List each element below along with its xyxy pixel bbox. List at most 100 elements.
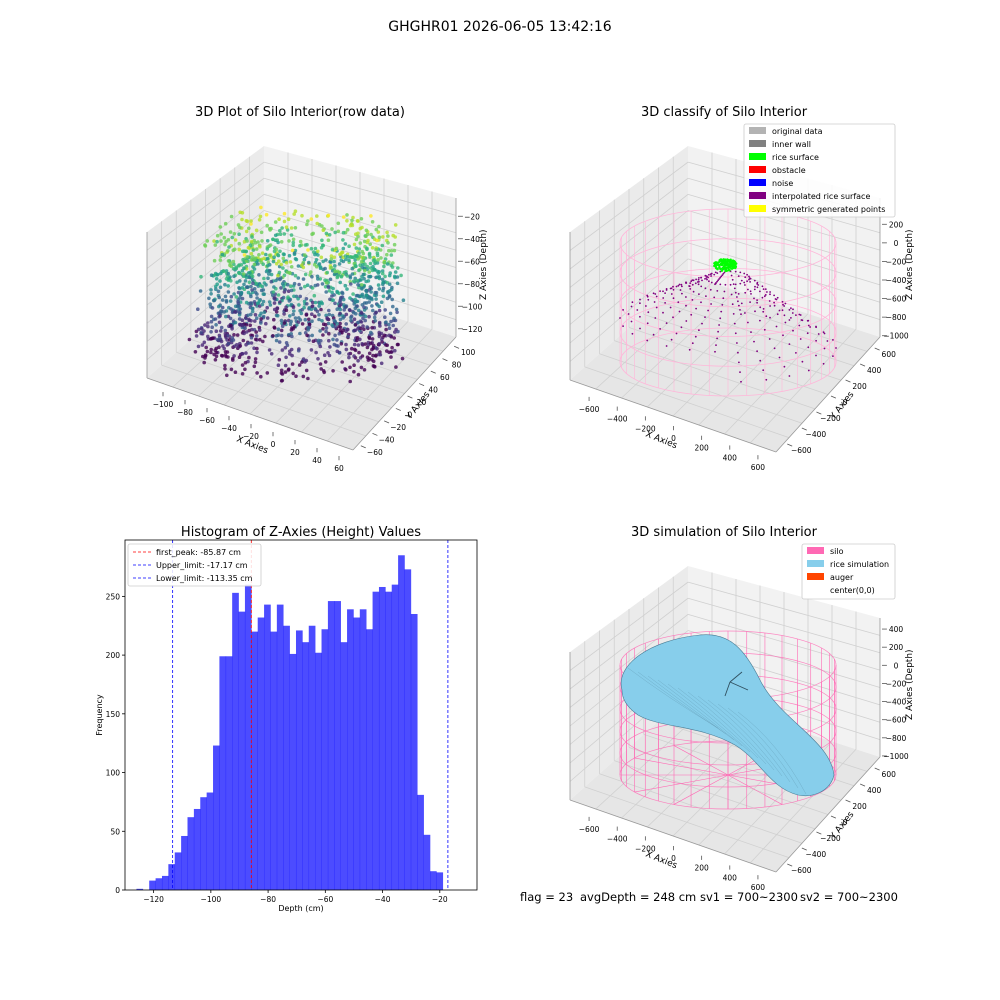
raw-scatter-point (297, 282, 301, 287)
raw-scatter-point (380, 269, 385, 273)
raw-scatter-point (267, 253, 272, 258)
raw-scatter-point (355, 254, 359, 259)
raw-scatter-point (354, 293, 359, 298)
raw-scatter-point (401, 298, 406, 303)
classify-interpolated-point (704, 316, 706, 318)
raw-scatter-point (305, 302, 309, 306)
raw-scatter-point (357, 350, 361, 355)
raw-scatter-point (389, 249, 394, 253)
raw-scatter-point (293, 273, 298, 278)
classify-interpolated-point (739, 309, 741, 311)
raw-scatter-point (310, 300, 315, 305)
raw-scatter-point (339, 274, 344, 279)
raw-scatter-point (238, 279, 242, 283)
raw-scatter-point (341, 316, 345, 320)
raw-scatter-point (304, 358, 309, 363)
raw-scatter-point (196, 307, 200, 312)
classify-interpolated-point (753, 279, 756, 282)
raw-scatter-point (318, 277, 323, 281)
classify-plot-z-tick-label: −200 (886, 257, 907, 266)
raw-scatter-point (347, 355, 351, 360)
simulation-rice-surface-mesh (620, 634, 835, 796)
histogram-bar (149, 880, 156, 890)
simulation-legend-label: auger (830, 573, 854, 582)
classify-interpolated-point (781, 300, 784, 303)
classify-interpolated-point (734, 270, 737, 273)
raw-scatter-point (276, 293, 281, 297)
raw-scatter-point (329, 265, 334, 270)
raw-scatter-point (330, 227, 334, 231)
raw-scatter-point (400, 356, 405, 361)
histogram-x-tick-label: −60 (317, 895, 333, 904)
classify-interpolated-point (715, 282, 717, 284)
raw-scatter-point (347, 258, 351, 263)
classify-interpolated-point (778, 309, 781, 312)
raw-scatter-point (229, 294, 234, 299)
raw-scatter-point (262, 310, 267, 315)
raw-scatter-point (286, 368, 291, 372)
classify-interpolated-point (697, 283, 700, 286)
raw-scatter-point (374, 310, 378, 315)
raw-scatter-point (302, 305, 306, 310)
classify-interpolated-point (744, 291, 747, 294)
classify-interpolated-point (823, 347, 826, 350)
raw-scatter-point (274, 247, 279, 252)
raw-plot-z-label: Z Axies (Depth) (479, 229, 489, 300)
raw-scatter-point (205, 349, 210, 354)
raw-scatter-point (333, 269, 338, 274)
raw-scatter-point (291, 312, 296, 317)
raw-scatter-point (332, 342, 337, 347)
histogram-bar (206, 792, 214, 890)
raw-scatter-point (375, 251, 380, 255)
raw-scatter-point (223, 350, 228, 354)
raw-scatter-point (283, 370, 288, 374)
simulation-silo-floor-spoke (727, 774, 783, 805)
raw-scatter-point (273, 296, 277, 300)
raw-scatter-point (372, 315, 377, 320)
raw-scatter-point (353, 263, 358, 268)
raw-scatter-point (361, 255, 366, 260)
raw-plot-z-tick-label: −120 (462, 325, 483, 334)
classify-interpolated-point (685, 296, 687, 298)
raw-scatter-point (257, 218, 262, 222)
histogram-bar (295, 630, 303, 890)
raw-scatter-point (320, 319, 324, 323)
classify-interpolated-point (762, 288, 765, 290)
simulation-plot-z-tick-label: 200 (889, 643, 904, 652)
raw-scatter-point (265, 223, 270, 228)
classify-rice-point (716, 261, 720, 264)
raw-scatter-point (391, 304, 395, 309)
raw-scatter-point (282, 232, 287, 236)
raw-scatter-point (280, 324, 285, 329)
classify-interpolated-point (807, 346, 810, 349)
histogram-bar (213, 745, 220, 890)
classify-interpolated-point (764, 288, 767, 290)
histogram-bar (302, 642, 310, 890)
classify-interpolated-point (769, 305, 771, 307)
raw-scatter-point (204, 345, 208, 350)
raw-scatter-point (312, 293, 317, 298)
raw-scatter-point (254, 330, 258, 334)
raw-scatter-point (206, 321, 210, 325)
raw-scatter-point (283, 288, 288, 292)
raw-scatter-point (268, 226, 272, 231)
raw-scatter-point (369, 330, 373, 335)
histogram-bar (404, 569, 412, 890)
raw-scatter-point (319, 245, 324, 250)
footer-sv2: sv2 = 700~2300 (800, 890, 898, 904)
classify-interpolated-point (790, 307, 792, 309)
raw-scatter-point (315, 274, 320, 279)
raw-scatter-point (255, 346, 259, 351)
raw-scatter-point (242, 331, 246, 336)
raw-scatter-point (253, 313, 258, 317)
classify-rice-point (729, 258, 732, 261)
raw-scatter-point (244, 351, 248, 355)
raw-scatter-point (333, 333, 337, 338)
classify-plot-y-tick-label: 200 (852, 382, 867, 391)
raw-scatter-point (327, 331, 331, 336)
raw-scatter-point (356, 327, 360, 331)
raw-scatter-point (287, 253, 292, 258)
raw-scatter-point (333, 301, 337, 306)
simulation-plot-x-ticks: −600 −400 −200 0 200 400 600 (579, 816, 765, 892)
classify-interpolated-point (753, 340, 755, 343)
